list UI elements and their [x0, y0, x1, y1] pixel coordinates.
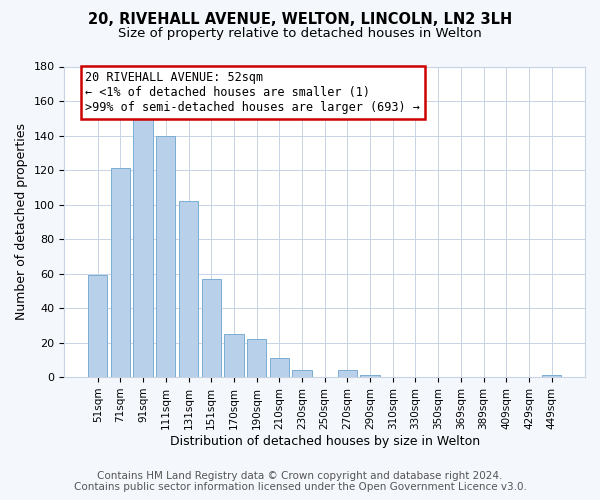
- Bar: [292, 370, 311, 377]
- Bar: [88, 276, 107, 377]
- Text: 20 RIVEHALL AVENUE: 52sqm
← <1% of detached houses are smaller (1)
>99% of semi-: 20 RIVEHALL AVENUE: 52sqm ← <1% of detac…: [85, 71, 420, 114]
- Bar: [269, 358, 289, 377]
- Text: Size of property relative to detached houses in Welton: Size of property relative to detached ho…: [118, 28, 482, 40]
- Bar: [111, 168, 130, 377]
- X-axis label: Distribution of detached houses by size in Welton: Distribution of detached houses by size …: [170, 434, 480, 448]
- Bar: [224, 334, 244, 377]
- Text: 20, RIVEHALL AVENUE, WELTON, LINCOLN, LN2 3LH: 20, RIVEHALL AVENUE, WELTON, LINCOLN, LN…: [88, 12, 512, 28]
- Bar: [179, 201, 198, 377]
- Text: Contains HM Land Registry data © Crown copyright and database right 2024.
Contai: Contains HM Land Registry data © Crown c…: [74, 471, 526, 492]
- Bar: [338, 370, 357, 377]
- Bar: [247, 339, 266, 377]
- Bar: [542, 376, 562, 377]
- Bar: [361, 376, 380, 377]
- Bar: [156, 136, 175, 377]
- Bar: [202, 278, 221, 377]
- Bar: [133, 116, 153, 377]
- Y-axis label: Number of detached properties: Number of detached properties: [15, 124, 28, 320]
